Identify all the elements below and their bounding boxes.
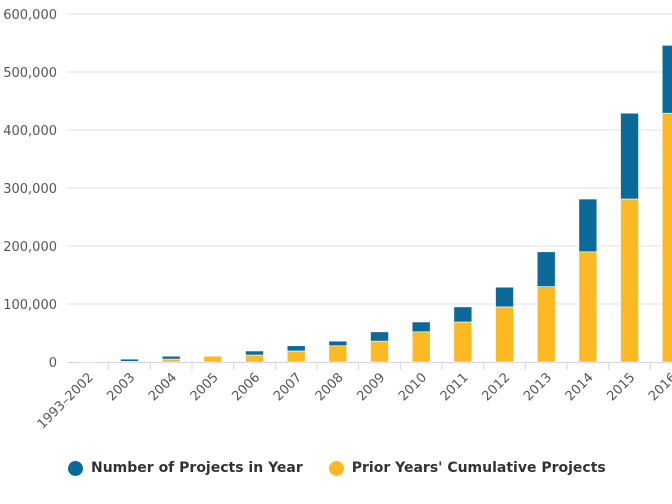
y-tick-label: 400,000 [3,124,57,139]
x-tick-label: 2003 [104,370,138,404]
bar-cumulative [578,251,598,363]
bar-year [286,345,306,352]
x-tick-label: 2010 [396,370,430,404]
x-tick-label: 2016 [646,370,672,404]
bar-year [453,306,473,323]
bar-year [328,340,348,347]
bar-cumulative [245,354,264,363]
y-tick-label: 0 [49,356,57,371]
bar-year [370,331,389,342]
x-tick-label: 2008 [313,370,347,404]
legend-label-cumulative: Prior Years' Cumulative Projects [351,460,606,476]
x-tick-label: 1993–2002 [35,370,97,432]
bar-cumulative [453,321,473,363]
bar-year [203,355,223,357]
bar-year [411,321,431,333]
y-tick-label: 500,000 [3,66,57,81]
bar-year [245,350,264,356]
bar-year [161,355,181,360]
bar-year [661,45,672,114]
bar-cumulative [203,355,223,363]
bar-year [536,251,556,287]
x-tick-label: 2013 [521,370,555,404]
legend-marker-cumulative [328,460,344,476]
bar-year [495,286,514,308]
x-tick-label: 2012 [479,370,513,404]
bar-cumulative [661,112,672,363]
y-tick-label: 600,000 [3,8,57,23]
bar-year [120,358,139,362]
stacked-bar-chart: 0 100,000 200,000 300,000 400,000 500,000 600,… [3,8,672,432]
legend-item-cumulative[interactable]: Prior Years' Cumulative Projects [328,460,606,476]
bar-cumulative [620,198,639,363]
y-tick-label: 100,000 [3,298,57,313]
bar-year [78,361,98,363]
x-tick-label: 2015 [604,370,638,404]
bar-cumulative [328,345,348,363]
x-tick-label: 2011 [438,370,472,404]
x-tick-label: 2006 [229,370,263,404]
bar-cumulative [161,358,181,363]
x-tick-label: 2014 [563,370,597,404]
bar-cumulative [370,340,389,363]
y-tick-label: 200,000 [3,240,57,255]
legend-marker-year [68,460,83,476]
legend: Number of Projects in Year Prior Years' … [68,460,606,476]
x-tick-label: 2005 [188,370,222,404]
x-tick-label: 2007 [271,370,305,404]
bar-year [578,198,598,253]
bar-cumulative [536,286,556,363]
bar-year [620,112,639,200]
legend-item-year[interactable]: Number of Projects in Year [68,460,303,476]
x-tick-label: 2004 [146,370,180,404]
bar-cumulative [411,331,431,363]
legend-label-year: Number of Projects in Year [91,460,303,476]
bar-cumulative [495,306,514,363]
bar-cumulative [286,350,306,363]
y-tick-label: 300,000 [3,182,57,197]
x-tick-label: 2009 [354,370,388,404]
